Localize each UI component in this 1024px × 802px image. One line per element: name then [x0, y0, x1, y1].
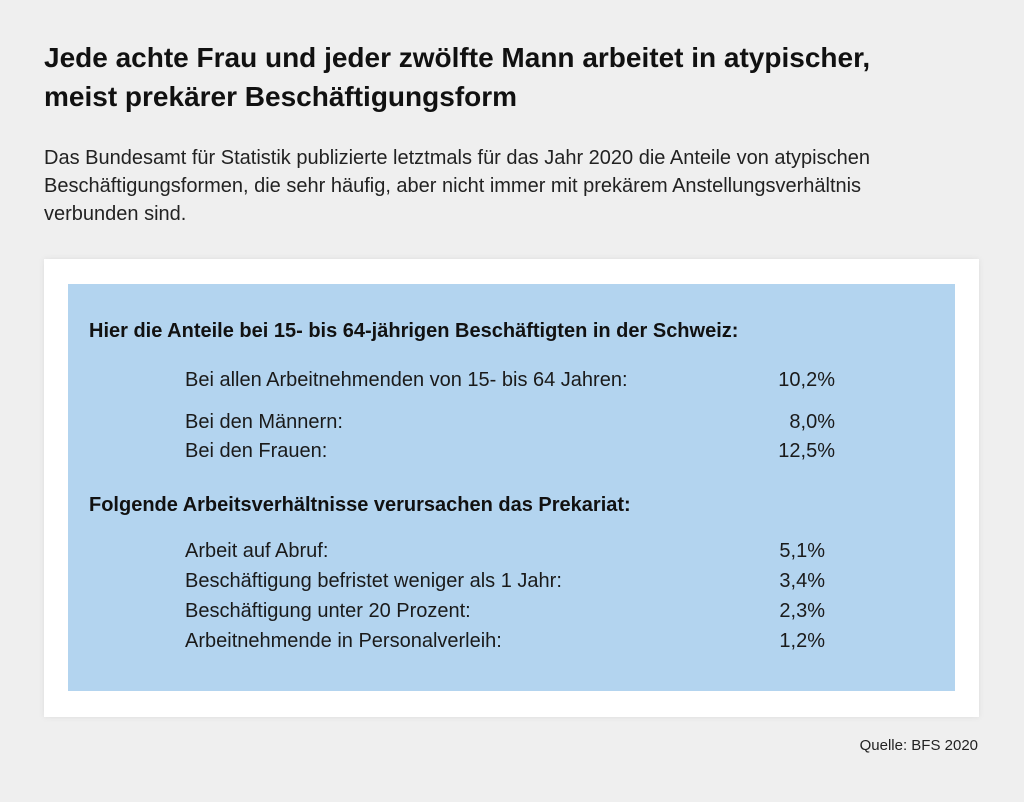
row-value: 1,2%	[779, 630, 825, 652]
row-label: Bei den Männern:	[185, 411, 343, 433]
table-row: Beschäftigung unter 20 Prozent: 2,3%	[185, 597, 835, 625]
row-value: 12,5%	[778, 440, 835, 462]
section-heading-shares: Hier die Anteile bei 15- bis 64-jährigen…	[89, 320, 739, 342]
table-row: Bei den Männern: 8,0%	[185, 408, 835, 436]
table-row: Beschäftigung befristet weniger als 1 Ja…	[185, 567, 835, 595]
row-value: 3,4%	[779, 570, 825, 592]
table-row: Bei den Frauen: 12,5%	[185, 437, 835, 465]
table-row: Arbeitnehmende in Personalverleih: 1,2%	[185, 627, 835, 655]
row-label: Bei den Frauen:	[185, 440, 328, 462]
info-card: Hier die Anteile bei 15- bis 64-jährigen…	[44, 259, 979, 717]
row-value: 5,1%	[779, 540, 825, 562]
source-note: Quelle: BFS 2020	[859, 737, 978, 754]
page-subtitle: Das Bundesamt für Statistik publizierte …	[44, 147, 870, 225]
table-row: Bei allen Arbeitnehmenden von 15- bis 64…	[185, 366, 835, 394]
row-label: Arbeitnehmende in Personalverleih:	[185, 630, 502, 652]
info-panel: Hier die Anteile bei 15- bis 64-jährigen…	[68, 284, 955, 691]
row-label: Beschäftigung unter 20 Prozent:	[185, 600, 471, 622]
row-label: Arbeit auf Abruf:	[185, 540, 329, 562]
row-value: 2,3%	[779, 600, 825, 622]
table-row: Arbeit auf Abruf: 5,1%	[185, 537, 835, 565]
row-label: Bei allen Arbeitnehmenden von 15- bis 64…	[185, 369, 628, 391]
section-heading-precarity: Folgende Arbeitsverhältnisse verursachen…	[89, 494, 631, 516]
row-value: 10,2%	[778, 369, 835, 391]
row-value: 8,0%	[789, 411, 835, 433]
row-label: Beschäftigung befristet weniger als 1 Ja…	[185, 570, 562, 592]
page-title: Jede achte Frau und jeder zwölfte Mann a…	[44, 42, 871, 112]
